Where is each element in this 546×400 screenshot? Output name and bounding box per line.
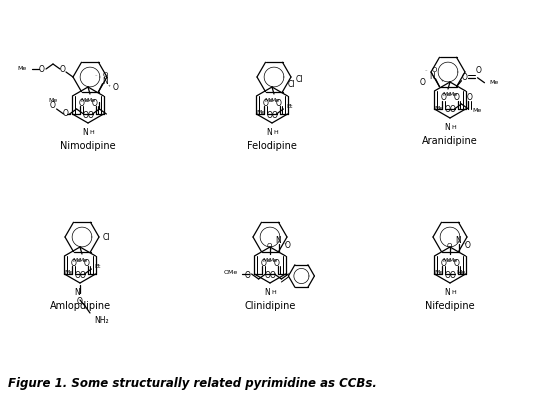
Text: Cl: Cl	[296, 76, 304, 84]
Text: O: O	[84, 258, 90, 268]
Text: O: O	[461, 73, 467, 82]
Text: Me: Me	[268, 258, 277, 262]
Text: H: H	[452, 125, 456, 130]
Text: Me: Me	[256, 110, 265, 116]
Text: O: O	[444, 106, 450, 114]
Text: O: O	[441, 258, 446, 268]
Text: O: O	[444, 270, 450, 280]
Text: Me: Me	[86, 98, 96, 102]
Text: N: N	[444, 288, 450, 297]
Text: Me: Me	[472, 108, 482, 114]
Text: H: H	[452, 290, 456, 295]
Text: O: O	[449, 270, 455, 280]
Text: Et: Et	[94, 264, 101, 270]
Text: O: O	[75, 270, 80, 280]
Text: O: O	[420, 78, 425, 87]
Text: O: O	[112, 83, 118, 92]
Text: O: O	[466, 94, 472, 102]
Text: ⁺: ⁺	[283, 243, 286, 248]
Text: Me: Me	[442, 92, 452, 98]
Text: Me: Me	[434, 106, 443, 110]
Text: O: O	[82, 110, 88, 120]
Text: Figure 1. Some structurally related pyrimidine as CCBs.: Figure 1. Some structurally related pyri…	[8, 377, 377, 390]
Text: H: H	[271, 290, 276, 295]
Text: O: O	[77, 297, 83, 306]
Text: Cl: Cl	[288, 80, 295, 89]
Text: O: O	[276, 98, 282, 108]
Text: Me: Me	[270, 98, 280, 102]
Text: Me: Me	[73, 258, 82, 262]
Text: Me: Me	[264, 98, 274, 102]
Text: Aranidipine: Aranidipine	[422, 136, 478, 146]
Text: O: O	[60, 64, 66, 74]
Text: Me: Me	[490, 80, 498, 85]
Text: Me: Me	[64, 270, 74, 276]
Text: N: N	[103, 77, 108, 86]
Text: OMe: OMe	[223, 270, 238, 276]
Text: O: O	[447, 243, 452, 249]
Text: O: O	[263, 98, 268, 108]
Text: N: N	[444, 123, 450, 132]
Text: O: O	[270, 270, 275, 280]
Text: Felodipine: Felodipine	[247, 141, 297, 151]
Text: N: N	[430, 72, 436, 81]
Text: O: O	[441, 94, 446, 102]
Text: N: N	[455, 236, 461, 245]
Text: ⁻: ⁻	[425, 70, 428, 75]
Text: Me: Me	[442, 258, 452, 262]
Text: O: O	[80, 270, 85, 280]
Text: O: O	[274, 258, 280, 268]
Text: ⁺: ⁺	[108, 85, 110, 90]
Text: O: O	[266, 110, 272, 120]
Text: O: O	[260, 258, 266, 268]
Text: O: O	[63, 108, 69, 118]
Text: ⁻: ⁻	[95, 75, 98, 80]
Text: Nifedipine: Nifedipine	[425, 301, 475, 311]
Text: O: O	[39, 64, 45, 74]
Text: N: N	[82, 128, 88, 137]
Text: H: H	[90, 130, 94, 135]
Text: Et: Et	[287, 104, 293, 110]
Text: H: H	[274, 130, 278, 135]
Text: Me: Me	[456, 270, 466, 276]
Text: N: N	[74, 288, 80, 297]
Text: ⁺: ⁺	[464, 243, 466, 248]
Text: O: O	[476, 66, 482, 75]
Text: Amlopdipine: Amlopdipine	[50, 301, 110, 311]
Text: Me: Me	[18, 66, 27, 70]
Text: N: N	[276, 236, 281, 245]
Text: O: O	[103, 72, 108, 78]
Text: O: O	[92, 98, 98, 108]
Text: O: O	[454, 94, 460, 102]
Text: N: N	[264, 288, 270, 297]
Text: ⁺: ⁺	[441, 80, 443, 85]
Text: O: O	[267, 243, 272, 249]
Text: O: O	[70, 258, 76, 268]
Text: O: O	[265, 270, 270, 280]
Text: O: O	[454, 258, 460, 268]
Text: O: O	[284, 241, 290, 250]
Text: O: O	[271, 110, 277, 120]
Text: Me: Me	[48, 98, 57, 102]
Text: Clinidipine: Clinidipine	[244, 301, 296, 311]
Text: Me: Me	[263, 258, 272, 262]
Text: NH₂: NH₂	[94, 316, 109, 325]
Text: Me: Me	[448, 258, 458, 262]
Text: O: O	[87, 110, 93, 120]
Text: Me: Me	[78, 258, 87, 262]
Text: Me: Me	[448, 92, 458, 98]
Text: O: O	[79, 98, 84, 108]
Text: O: O	[432, 67, 437, 73]
Text: O: O	[465, 241, 471, 250]
Text: Nimodipine: Nimodipine	[60, 141, 116, 151]
Text: Cl: Cl	[103, 232, 110, 242]
Text: ⁻: ⁻	[450, 249, 453, 254]
Text: O: O	[245, 270, 251, 280]
Text: ⁻: ⁻	[270, 249, 272, 254]
Text: Me: Me	[434, 270, 443, 276]
Text: O: O	[449, 106, 455, 114]
Text: O: O	[50, 102, 56, 110]
Text: Me: Me	[80, 98, 90, 102]
Text: N: N	[266, 128, 272, 137]
